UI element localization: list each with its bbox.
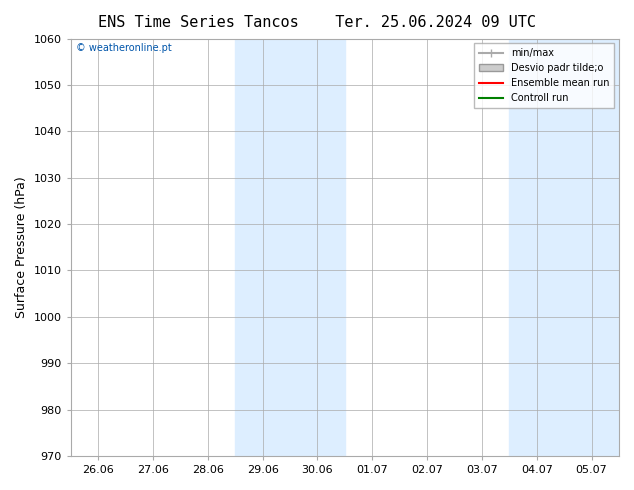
Bar (509, 39, 619, 456)
Y-axis label: Surface Pressure (hPa): Surface Pressure (hPa) (15, 176, 28, 318)
Text: ENS Time Series Tancos    Ter. 25.06.2024 09 UTC: ENS Time Series Tancos Ter. 25.06.2024 0… (98, 15, 536, 30)
Text: © weatheronline.pt: © weatheronline.pt (76, 43, 172, 53)
Legend: min/max, Desvio padr tilde;o, Ensemble mean run, Controll run: min/max, Desvio padr tilde;o, Ensemble m… (474, 44, 614, 108)
Bar (235, 39, 345, 456)
